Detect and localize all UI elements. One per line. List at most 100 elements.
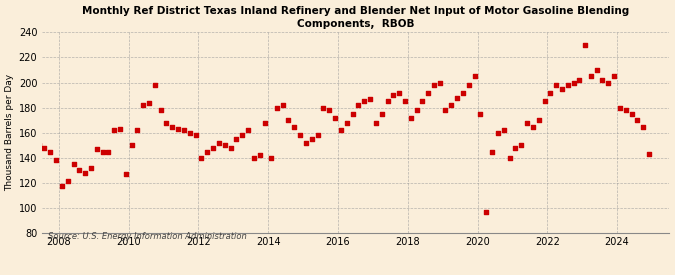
- Point: [138, 103, 148, 107]
- Point: [237, 133, 248, 138]
- Point: [405, 116, 416, 120]
- Title: Monthly Ref District Texas Inland Refinery and Blender Net Input of Motor Gasoli: Monthly Ref District Texas Inland Refine…: [82, 6, 629, 29]
- Point: [97, 149, 108, 154]
- Point: [167, 124, 178, 129]
- Point: [68, 162, 79, 166]
- Point: [487, 149, 497, 154]
- Point: [614, 106, 625, 110]
- Point: [475, 112, 486, 116]
- Point: [62, 178, 73, 183]
- Point: [568, 80, 579, 85]
- Point: [324, 108, 335, 112]
- Point: [545, 90, 556, 95]
- Point: [533, 118, 544, 122]
- Point: [178, 128, 189, 133]
- Point: [283, 118, 294, 122]
- Point: [435, 80, 446, 85]
- Point: [364, 97, 375, 101]
- Point: [74, 168, 84, 173]
- Point: [271, 106, 282, 110]
- Point: [22, 182, 32, 186]
- Point: [28, 141, 38, 145]
- Point: [277, 103, 288, 107]
- Point: [254, 153, 265, 158]
- Point: [458, 90, 468, 95]
- Point: [400, 99, 410, 104]
- Point: [387, 93, 398, 97]
- Point: [504, 156, 515, 160]
- Point: [132, 128, 143, 133]
- Point: [115, 127, 126, 131]
- Point: [353, 103, 364, 107]
- Point: [300, 141, 311, 145]
- Point: [632, 118, 643, 122]
- Point: [440, 108, 451, 112]
- Point: [348, 112, 358, 116]
- Point: [446, 103, 457, 107]
- Point: [638, 124, 649, 129]
- Point: [481, 210, 491, 214]
- Point: [510, 146, 520, 150]
- Point: [80, 171, 90, 175]
- Point: [184, 131, 195, 135]
- Point: [318, 106, 329, 110]
- Point: [144, 100, 155, 105]
- Point: [522, 120, 533, 125]
- Point: [109, 128, 119, 133]
- Point: [161, 120, 172, 125]
- Point: [371, 120, 381, 125]
- Point: [644, 152, 655, 156]
- Point: [213, 141, 224, 145]
- Point: [202, 149, 213, 154]
- Point: [342, 120, 352, 125]
- Point: [609, 74, 620, 78]
- Point: [313, 133, 323, 138]
- Y-axis label: Thousand Barrels per Day: Thousand Barrels per Day: [5, 74, 15, 191]
- Point: [126, 143, 137, 148]
- Point: [585, 74, 596, 78]
- Point: [266, 156, 277, 160]
- Point: [580, 43, 591, 47]
- Point: [359, 99, 370, 104]
- Point: [516, 143, 526, 148]
- Point: [289, 124, 300, 129]
- Point: [597, 78, 608, 82]
- Point: [492, 131, 503, 135]
- Point: [382, 99, 393, 104]
- Point: [56, 183, 67, 188]
- Point: [33, 143, 44, 148]
- Point: [603, 80, 614, 85]
- Point: [149, 83, 160, 87]
- Point: [103, 149, 114, 154]
- Point: [51, 158, 61, 163]
- Point: [196, 156, 207, 160]
- Point: [295, 133, 306, 138]
- Point: [242, 128, 253, 133]
- Point: [121, 172, 132, 177]
- Point: [376, 112, 387, 116]
- Point: [190, 133, 201, 138]
- Point: [551, 83, 562, 87]
- Point: [173, 127, 184, 131]
- Point: [248, 156, 259, 160]
- Point: [452, 95, 463, 100]
- Point: [498, 128, 509, 133]
- Point: [208, 146, 219, 150]
- Point: [91, 147, 102, 151]
- Point: [231, 137, 242, 141]
- Point: [562, 83, 573, 87]
- Point: [423, 90, 433, 95]
- Point: [591, 68, 602, 72]
- Point: [225, 146, 236, 150]
- Point: [219, 143, 230, 148]
- Point: [464, 83, 475, 87]
- Point: [411, 108, 422, 112]
- Point: [527, 124, 538, 129]
- Point: [574, 78, 585, 82]
- Point: [335, 128, 346, 133]
- Point: [39, 146, 50, 150]
- Point: [620, 108, 631, 112]
- Point: [626, 112, 637, 116]
- Text: Source: U.S. Energy Information Administration: Source: U.S. Energy Information Administ…: [48, 232, 246, 241]
- Point: [557, 87, 568, 91]
